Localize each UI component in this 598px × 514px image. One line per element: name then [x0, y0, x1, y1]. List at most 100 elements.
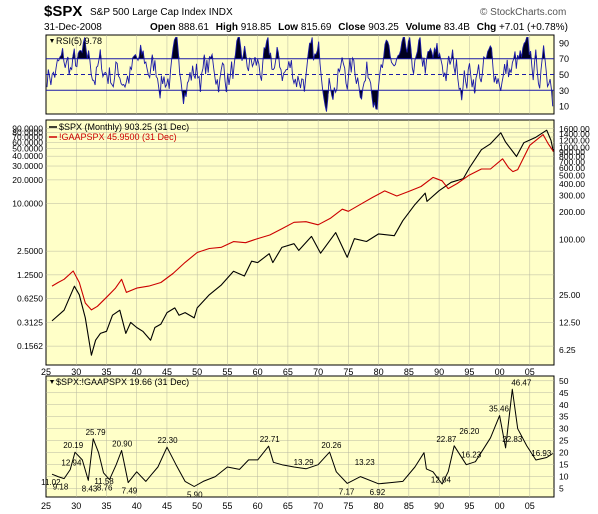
- ratio-data-label: 5.90: [187, 490, 203, 499]
- gaap-earnings-line: [51, 134, 554, 311]
- credit-text: © StockCharts.com: [480, 7, 567, 18]
- x-axis-lower-tick-label: 35: [101, 501, 111, 511]
- ratio-panel-background: [45, 375, 555, 498]
- date-label: 31-Dec-2008: [44, 22, 102, 33]
- price-panel: 90.000080.000070.000060.000050.000040.00…: [12, 119, 590, 366]
- price-right-tick-label: 800.00: [559, 152, 585, 162]
- rsi-legend-label: RSI(5) 9.78: [56, 36, 102, 46]
- ratio-data-label: 12.94: [61, 459, 82, 468]
- x-axis-lower-tick-label: 45: [162, 501, 172, 511]
- price-panel-background: [45, 119, 555, 366]
- ratio-data-label: 20.19: [63, 441, 84, 450]
- price-left-tick-label: 20.0000: [12, 175, 43, 185]
- price-right-tick-label: 200.00: [559, 207, 585, 217]
- ratio-data-label: 22.71: [260, 435, 281, 444]
- x-axis-upper-tick-label: 80: [374, 367, 384, 377]
- ratio-data-label: 26.20: [459, 427, 480, 436]
- ratio-axis-tick-label: 40: [559, 400, 569, 410]
- rsi-axis-tick-label: 90: [559, 38, 569, 48]
- ratio-axis-tick-label: 30: [559, 424, 569, 434]
- x-axis-lower-tick-label: 05: [525, 501, 535, 511]
- ohlc-close: Close 903.25: [338, 22, 399, 33]
- ohlc-open: Open 888.61: [150, 22, 209, 33]
- x-axis-lower-tick-label: 55: [222, 501, 232, 511]
- ratio-data-label: 8.43: [82, 484, 98, 493]
- x-axis-lower-tick-label: 65: [283, 501, 293, 511]
- ratio-axis-tick-label: 15: [559, 460, 569, 470]
- x-axis-upper-tick-label: 45: [162, 367, 172, 377]
- price-right-tick-label: 100.00: [559, 234, 585, 244]
- x-axis-upper-tick-label: 85: [404, 367, 414, 377]
- x-axis-upper-tick-label: 55: [222, 367, 232, 377]
- x-axis-upper-tick-label: 50: [192, 367, 202, 377]
- price-right-tick-label: 300.00: [559, 191, 585, 201]
- x-axis-lower-tick-label: 70: [313, 501, 323, 511]
- ratio-data-label: 6.92: [370, 488, 386, 497]
- pe-ratio-line: [51, 388, 554, 487]
- ratio-data-label: 11.58: [94, 477, 114, 486]
- price-left-tick-label: 2.5000: [17, 246, 43, 256]
- ratio-axis-tick-label: 25: [559, 436, 569, 446]
- rsi-axis-tick-label: 30: [559, 86, 569, 96]
- price-right-tick-label: 400.00: [559, 179, 585, 189]
- price-right-tick-label: 6.25: [559, 345, 576, 355]
- x-axis-upper-tick-label: 30: [71, 367, 81, 377]
- price-right-tick-label: 900.00: [559, 147, 585, 157]
- x-axis-upper-tick-label: 05: [525, 367, 535, 377]
- price-right-tick-label: 1200.00: [559, 135, 590, 145]
- price-right-tick-label: 1000.00: [559, 143, 590, 153]
- price-right-tick-label: 12.50: [559, 317, 581, 327]
- x-axis-lower-tick-label: 30: [71, 501, 81, 511]
- price-left-tick-label: 40.0000: [12, 151, 43, 161]
- x-axis-upper-tick-label: 00: [495, 367, 505, 377]
- ratio-axis-tick-label: 45: [559, 388, 569, 398]
- x-axis-upper-tick-label: 95: [464, 367, 474, 377]
- ratio-data-label: 11.02: [41, 478, 61, 487]
- rsi-series-line: [46, 36, 554, 112]
- price-left-tick-label: 10.0000: [12, 199, 43, 209]
- ratio-data-label: 8.76: [97, 484, 113, 493]
- x-axis-upper-tick-label: 70: [313, 367, 323, 377]
- x-axis-lower: 25 30 35 40 45 50 55 60 65 70 75 80 85 90 95 00 05: [41, 501, 535, 511]
- x-axis-lower-tick-label: 25: [41, 501, 51, 511]
- price-legend-label: $SPX (Monthly) 903.25 (31 Dec): [59, 122, 189, 132]
- ratio-data-label: 22.87: [436, 435, 457, 444]
- ratio-data-label: 7.17: [339, 487, 355, 496]
- ohlc-volume: Volume 83.4B: [405, 22, 470, 33]
- ratio-panel: 50 45 40 35 30 25 20 15 10 5 11.029.18 12.94 20.19 8.…: [41, 375, 569, 499]
- rsi-axis-tick-label: 50: [559, 70, 569, 80]
- rsi-panel: 90 70 50 30 10 RSI(5) 9.78: [45, 34, 569, 115]
- ratio-legend-marker: [50, 380, 54, 384]
- ohlc-change: Chg +7.01 (+0.78%): [476, 22, 568, 33]
- x-axis-upper: 25 30 35 40 45 50 55 60 65 70 75 80 85 90 95 00 05: [41, 367, 535, 377]
- x-axis-upper-tick-label: 25: [41, 367, 51, 377]
- x-axis-lower-tick-label: 60: [253, 501, 263, 511]
- x-axis-upper-tick-label: 90: [434, 367, 444, 377]
- ratio-data-label: 12.04: [431, 476, 452, 485]
- price-left-tick-label: 80.0000: [12, 127, 43, 137]
- ratio-data-label: 9.18: [53, 483, 69, 492]
- price-right-tick-label: 1600.00: [559, 124, 590, 134]
- price-right-tick-label: 700.00: [559, 157, 585, 167]
- ohlc-high: High 918.85: [215, 22, 272, 33]
- ratio-axis-tick-label: 20: [559, 448, 569, 458]
- ratio-data-label: 22.30: [158, 436, 179, 445]
- x-axis-lower-tick-label: 00: [495, 501, 505, 511]
- price-left-tick-label: 30.0000: [12, 161, 43, 171]
- x-axis-lower-tick-label: 80: [374, 501, 384, 511]
- spx-price-line: [51, 129, 554, 356]
- ratio-data-label: 16.23: [461, 451, 482, 460]
- symbol-title: $SPX: [44, 3, 83, 20]
- symbol-description: S&P 500 Large Cap Index INDX: [90, 7, 233, 18]
- price-left-tick-label: 0.6250: [17, 294, 43, 304]
- x-axis-lower-tick-label: 95: [464, 501, 474, 511]
- ratio-data-label: 35.46: [489, 405, 510, 414]
- ratio-data-label: 22.83: [502, 435, 523, 444]
- price-left-tick-label: 50.0000: [12, 144, 43, 154]
- price-left-tick-label: 60.0000: [12, 137, 43, 147]
- price-left-tick-label: 70.0000: [12, 132, 43, 142]
- ratio-axis-tick-label: 5: [559, 484, 564, 494]
- ohlc-low: Low 815.69: [278, 22, 332, 33]
- x-axis-upper-tick-label: 65: [283, 367, 293, 377]
